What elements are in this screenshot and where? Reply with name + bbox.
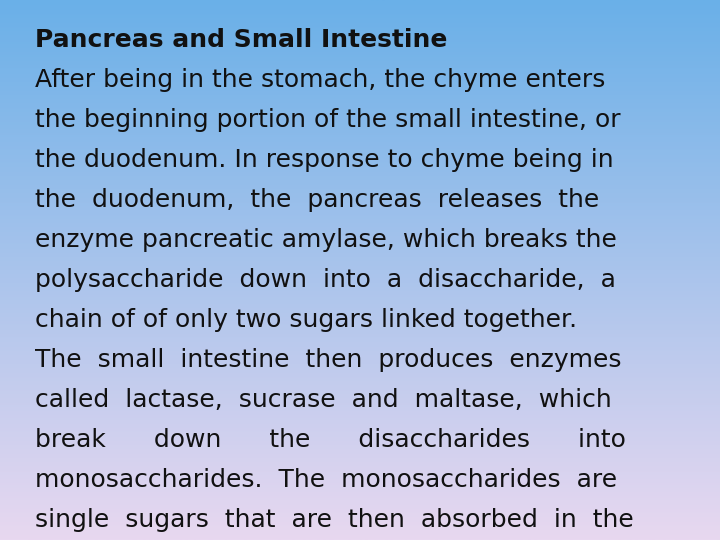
Text: the duodenum. In response to chyme being in: the duodenum. In response to chyme being… bbox=[35, 148, 613, 172]
Text: The  small  intestine  then  produces  enzymes: The small intestine then produces enzyme… bbox=[35, 348, 621, 372]
Text: the  duodenum,  the  pancreas  releases  the: the duodenum, the pancreas releases the bbox=[35, 188, 599, 212]
Text: called  lactase,  sucrase  and  maltase,  which: called lactase, sucrase and maltase, whi… bbox=[35, 388, 612, 412]
Text: the beginning portion of the small intestine, or: the beginning portion of the small intes… bbox=[35, 108, 621, 132]
Text: Pancreas and Small Intestine: Pancreas and Small Intestine bbox=[35, 28, 447, 52]
Text: monosaccharides.  The  monosaccharides  are: monosaccharides. The monosaccharides are bbox=[35, 468, 617, 492]
Text: polysaccharide  down  into  a  disaccharide,  a: polysaccharide down into a disaccharide,… bbox=[35, 268, 616, 292]
Text: After being in the stomach, the chyme enters: After being in the stomach, the chyme en… bbox=[35, 68, 606, 92]
Text: single  sugars  that  are  then  absorbed  in  the: single sugars that are then absorbed in … bbox=[35, 508, 634, 532]
Text: enzyme pancreatic amylase, which breaks the: enzyme pancreatic amylase, which breaks … bbox=[35, 228, 617, 252]
Text: chain of of only two sugars linked together.: chain of of only two sugars linked toget… bbox=[35, 308, 577, 332]
Text: break      down      the      disaccharides      into: break down the disaccharides into bbox=[35, 428, 626, 452]
